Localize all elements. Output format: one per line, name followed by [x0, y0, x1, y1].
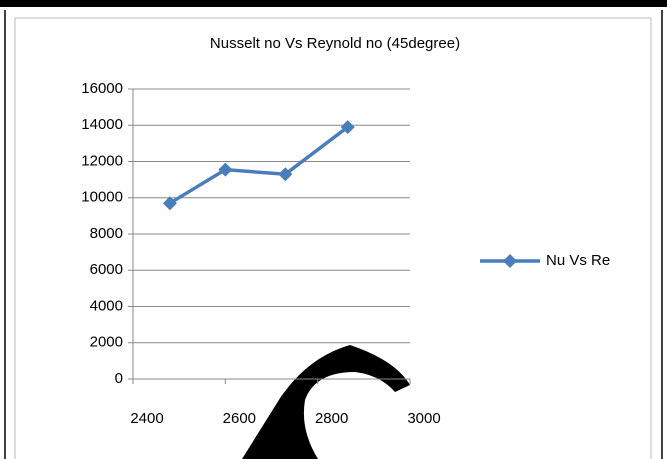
y-tick-label: 10000	[81, 189, 123, 206]
chart-title: Nusselt no Vs Reynold no (45degree)	[210, 35, 460, 52]
y-tick-label: 12000	[81, 152, 123, 169]
marker	[340, 120, 355, 135]
x-tick-label: 2800	[315, 410, 348, 427]
y-tick-label: 14000	[81, 116, 123, 133]
marker	[162, 196, 177, 211]
x-tick-label: 2600	[223, 410, 256, 427]
legend-label: Nu Vs Re	[546, 252, 610, 269]
series-line	[169, 125, 349, 205]
top-bar	[0, 0, 667, 7]
legend-marker	[503, 254, 517, 268]
chart-border	[14, 17, 652, 459]
x-tick-label: 2400	[130, 410, 163, 427]
marker	[278, 167, 293, 182]
marker	[218, 162, 233, 177]
y-tick-label: 16000	[81, 80, 123, 97]
y-tick-label: 0	[115, 370, 123, 387]
y-tick-label: 2000	[90, 334, 123, 351]
y-tick-label: 4000	[90, 297, 123, 314]
x-tick-label: 3000	[407, 410, 440, 427]
artifact	[242, 345, 410, 459]
y-tick-label: 8000	[90, 225, 123, 242]
y-tick-label: 6000	[90, 261, 123, 278]
